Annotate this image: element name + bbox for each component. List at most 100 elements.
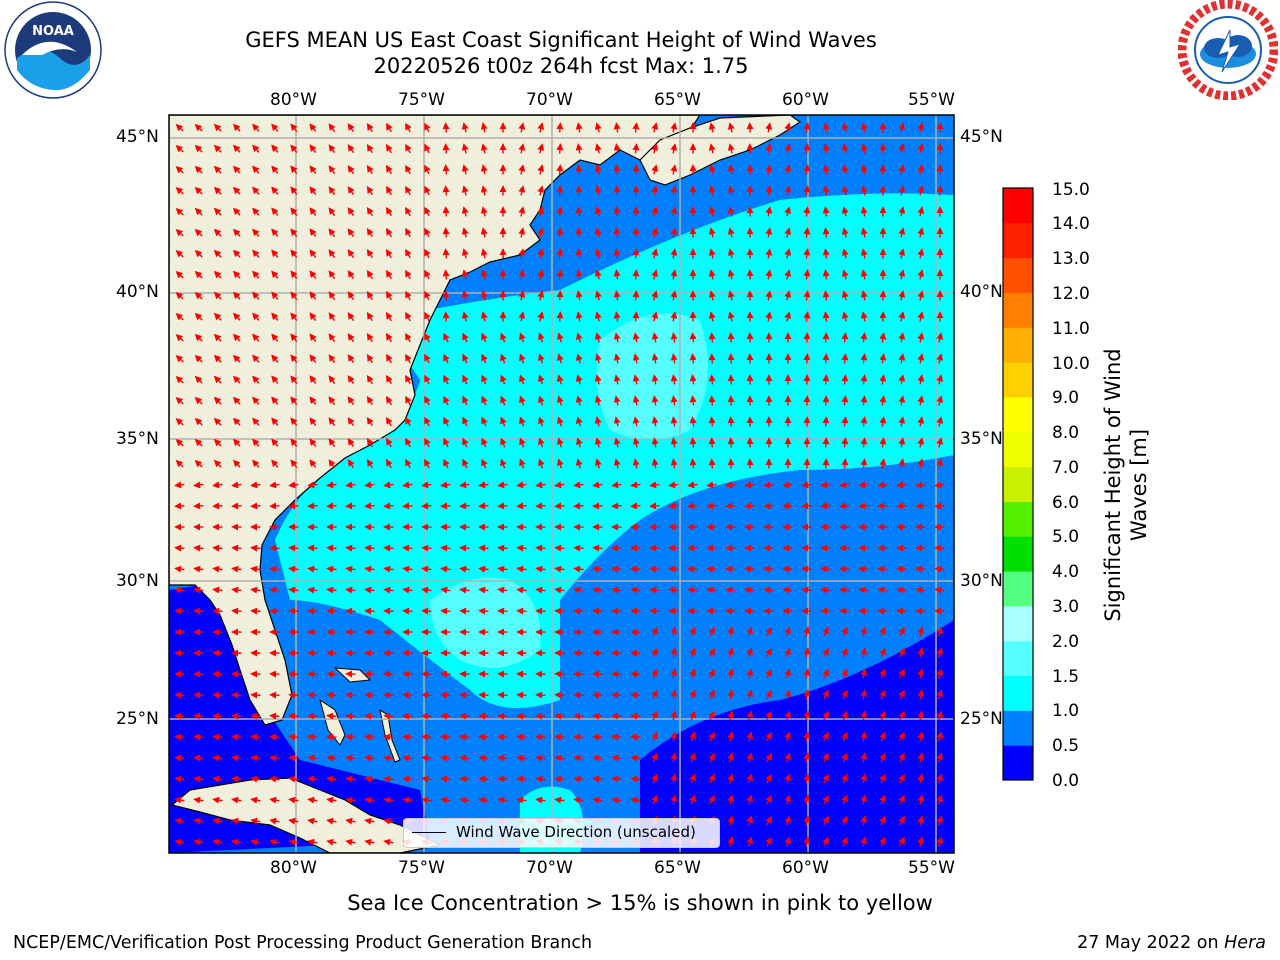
wave-direction-arrow [212, 586, 223, 594]
wave-direction-arrow [744, 565, 755, 573]
wave-direction-arrow [556, 269, 564, 280]
wave-direction-arrow [575, 416, 583, 427]
wave-direction-arrow [936, 710, 944, 721]
wave-direction-arrow [708, 731, 715, 742]
lat-tick-left-30n: 30°N [116, 571, 159, 591]
colorbar-tick: 14.0 [1052, 214, 1090, 234]
wave-direction-arrow [307, 754, 318, 762]
wave-direction-arrow [649, 544, 660, 552]
wave-direction-arrow [839, 565, 850, 573]
wave-direction-arrow [271, 144, 279, 153]
wave-direction-arrow [689, 689, 696, 700]
wave-direction-arrow [613, 416, 621, 427]
wave-direction-arrow [326, 691, 337, 699]
colorbar-segment [1003, 605, 1033, 642]
wave-direction-arrow [347, 186, 355, 196]
wave-direction-arrow [934, 502, 945, 510]
wave-direction-arrow [421, 712, 432, 720]
wave-direction-arrow [213, 417, 222, 426]
wave-direction-arrow [481, 374, 488, 385]
wave-direction-arrow [727, 164, 735, 175]
wave-direction-arrow [383, 754, 394, 762]
wave-direction-arrow [480, 143, 488, 154]
wave-direction-arrow [424, 248, 431, 259]
wave-direction-arrow [193, 481, 204, 489]
wave-direction-arrow [632, 206, 640, 217]
wave-direction-arrow [252, 165, 260, 174]
wave-direction-arrow [841, 122, 849, 133]
wave-direction-arrow [309, 249, 317, 259]
wave-direction-arrow [326, 796, 337, 804]
wave-direction-arrow [575, 122, 583, 133]
wave-direction-arrow [461, 164, 469, 175]
wave-direction-arrow [213, 333, 222, 342]
wave-direction-arrow [421, 586, 432, 594]
wave-direction-arrow [841, 290, 849, 301]
wave-direction-arrow [405, 185, 412, 196]
wave-direction-arrow [765, 689, 772, 700]
wave-direction-arrow [480, 311, 488, 322]
lat-tick-left-40n: 40°N [116, 282, 159, 302]
wave-direction-arrow [288, 796, 299, 804]
wave-direction-arrow [518, 185, 526, 196]
wave-direction-arrow [689, 353, 697, 364]
wave-direction-arrow [784, 269, 792, 280]
wave-direction-arrow [554, 544, 565, 552]
wave-direction-arrow [405, 395, 412, 406]
wave-direction-arrow [232, 144, 241, 153]
wave-direction-arrow [442, 248, 450, 259]
wave-direction-arrow [822, 122, 830, 133]
wave-band-0-0p5-southeast [640, 620, 954, 853]
wave-direction-arrow [405, 374, 412, 385]
wave-direction-arrow [478, 754, 489, 762]
wave-direction-arrow [461, 248, 469, 259]
wave-direction-arrow [402, 712, 413, 720]
wave-direction-arrow [385, 164, 393, 175]
wave-direction-arrow [462, 437, 469, 448]
wave-direction-arrow [252, 354, 260, 363]
wave-direction-arrow [651, 710, 658, 721]
wave-direction-arrow [801, 607, 812, 615]
wave-direction-arrow [594, 416, 602, 427]
wave-direction-arrow [194, 438, 203, 447]
lat-tick-right-30n: 30°N [960, 571, 1003, 591]
wave-direction-arrow [347, 207, 355, 217]
wave-direction-arrow [535, 712, 546, 720]
wave-direction-arrow [594, 122, 602, 133]
wave-direction-arrow [651, 647, 658, 658]
wave-direction-arrow [307, 502, 318, 510]
wave-direction-arrow [193, 565, 204, 573]
wave-direction-arrow [250, 481, 261, 489]
wave-direction-arrow [803, 206, 811, 217]
wave-direction-arrow [461, 185, 469, 196]
wave-direction-arrow [250, 691, 261, 699]
wave-direction-arrow [594, 185, 602, 196]
wave-direction-arrow [385, 290, 393, 301]
wave-direction-arrow [194, 375, 203, 384]
wave-direction-arrow [518, 311, 526, 322]
wave-direction-arrow [879, 626, 886, 637]
wave-direction-arrow [462, 416, 469, 427]
wave-direction-arrow [309, 291, 317, 301]
wave-direction-arrow [613, 458, 621, 469]
wave-direction-arrow [497, 712, 508, 720]
wave-direction-arrow [290, 291, 298, 300]
wave-direction-arrow [765, 269, 773, 280]
wave-direction-arrow [575, 227, 583, 238]
wave-direction-arrow [573, 691, 584, 699]
wave-direction-arrow [860, 185, 868, 196]
wave-direction-arrow [271, 396, 279, 405]
wave-direction-arrow [765, 206, 773, 217]
wave-direction-arrow [271, 186, 279, 195]
wave-direction-arrow [630, 712, 641, 720]
lon-tick-top-65w: 65°W [654, 90, 701, 110]
wave-direction-arrow [231, 481, 242, 489]
wave-direction-arrow [271, 228, 279, 237]
wave-direction-arrow [898, 395, 906, 406]
wave-direction-arrow [708, 374, 716, 385]
wave-direction-arrow [860, 626, 868, 637]
wave-direction-arrow [554, 733, 565, 741]
wave-direction-arrow [860, 458, 868, 469]
wave-direction-arrow [478, 481, 489, 489]
colorbar-segment [1003, 501, 1033, 537]
